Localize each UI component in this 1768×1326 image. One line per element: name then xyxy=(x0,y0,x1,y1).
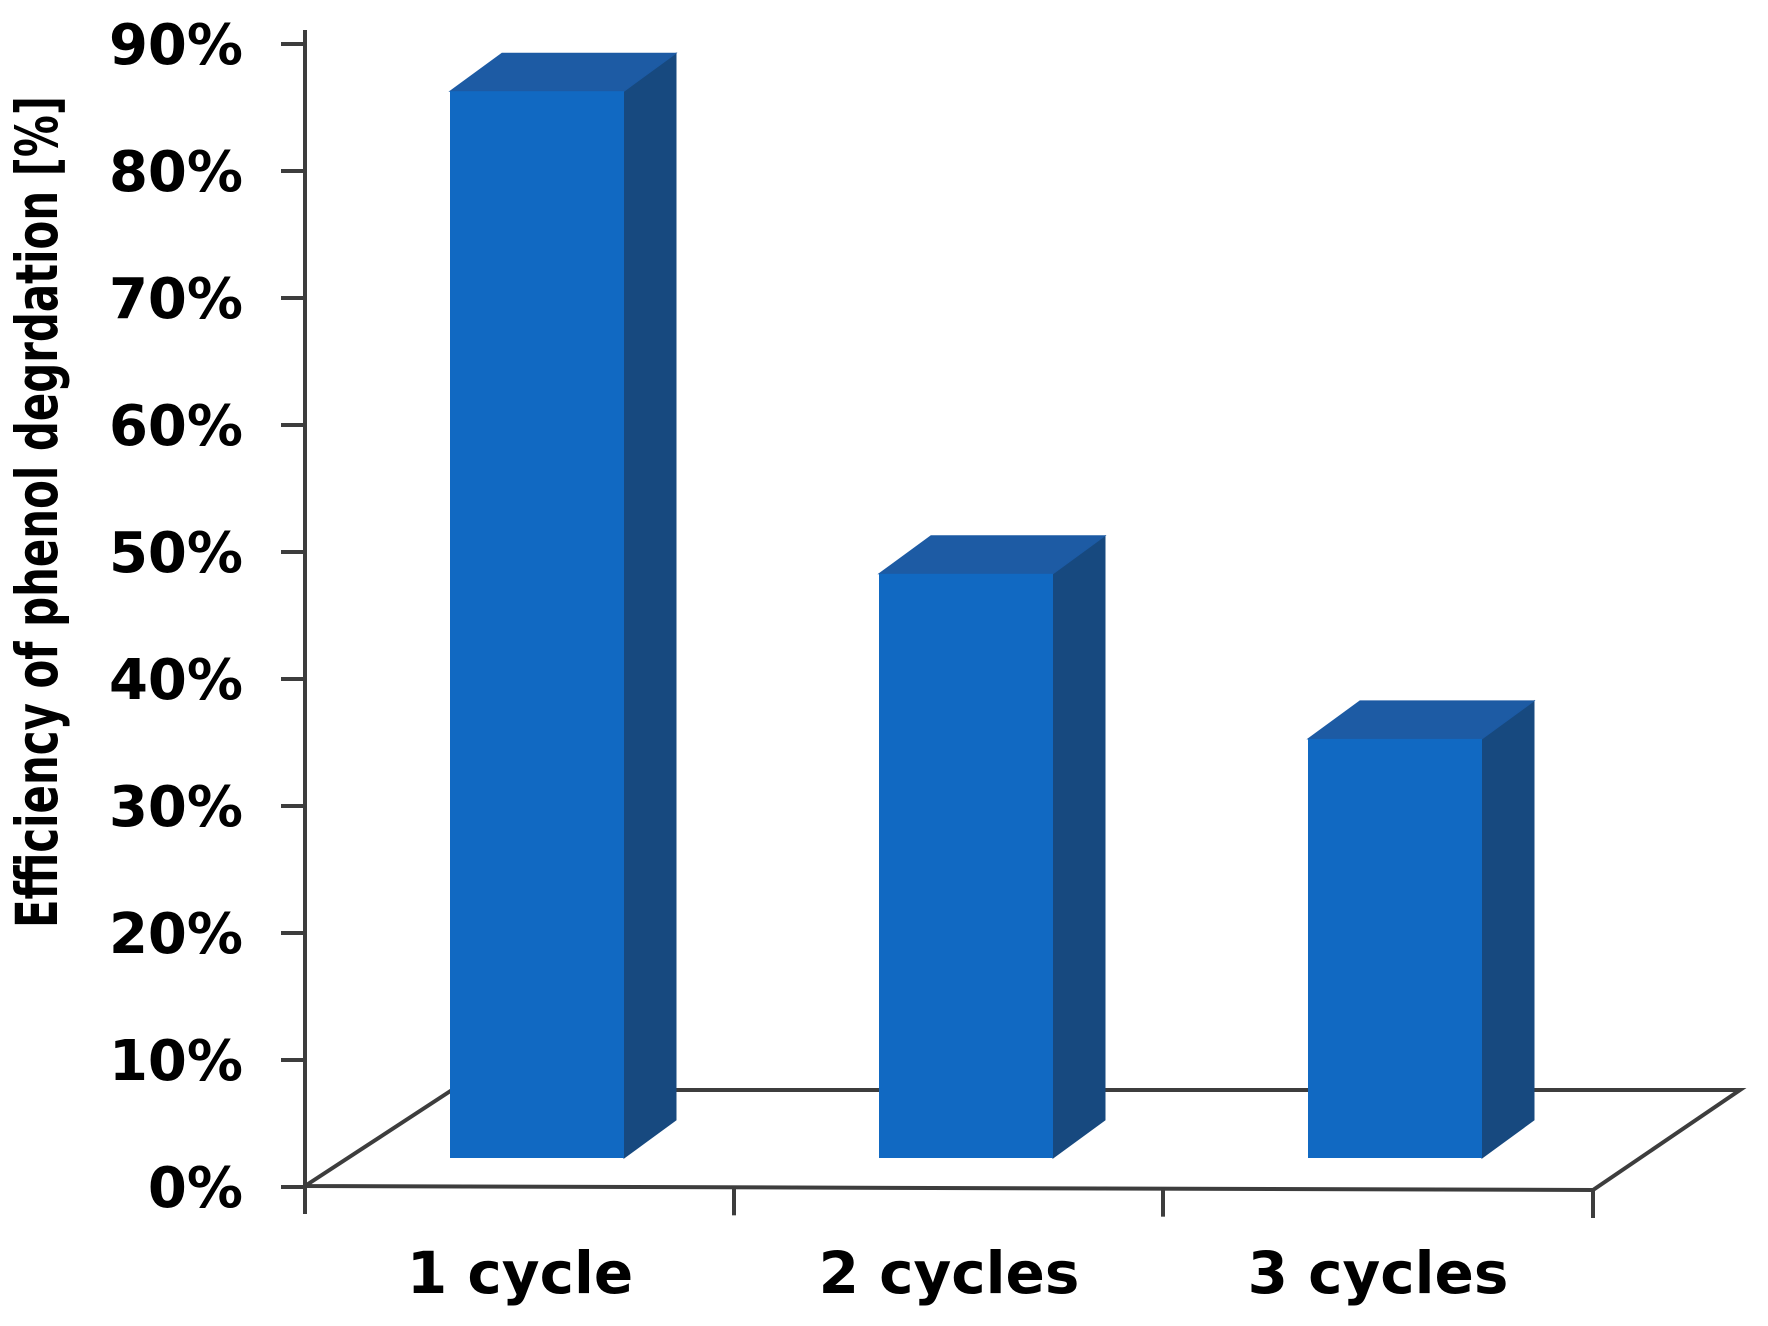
bar-1-cycle xyxy=(448,52,678,1159)
bar-side-face xyxy=(623,52,677,1159)
y-tick-label: 80% xyxy=(109,140,243,205)
bar-front-face xyxy=(879,573,1053,1158)
bar-side-face xyxy=(1052,534,1106,1159)
y-tick-label: 50% xyxy=(109,521,243,586)
chart-labels: Efficiency of phenol degrdation [%] 1 cy… xyxy=(3,96,1508,1307)
bar-front-face xyxy=(1308,738,1482,1158)
y-tick-label: 0% xyxy=(148,1156,243,1221)
y-tick-label: 60% xyxy=(109,394,243,459)
y-tick-label: 30% xyxy=(109,775,243,840)
y-tick-label: 40% xyxy=(109,648,243,713)
bar-front-face xyxy=(450,91,624,1159)
y-axis-title: Efficiency of phenol degrdation [%] xyxy=(3,96,71,928)
chart-floor-group xyxy=(298,1088,1747,1218)
bar-side-face xyxy=(1481,699,1535,1159)
y-tick-label: 70% xyxy=(109,267,243,332)
chart-y-axis: 0% 10% 20% 30% 40% 50% 60% 70% 80% 90% xyxy=(109,13,307,1221)
bar-2-cycles xyxy=(877,534,1107,1159)
y-tick-label: 10% xyxy=(109,1029,243,1094)
x-category-label: 3 cycles xyxy=(1248,1239,1509,1307)
y-tick-label: 90% xyxy=(109,13,243,78)
x-category-label: 2 cycles xyxy=(819,1239,1080,1307)
y-tick-label: 20% xyxy=(109,902,243,967)
chart-bars-group xyxy=(448,52,1536,1159)
x-category-label: 1 cycle xyxy=(407,1239,633,1307)
bar-3-cycles xyxy=(1306,699,1536,1159)
